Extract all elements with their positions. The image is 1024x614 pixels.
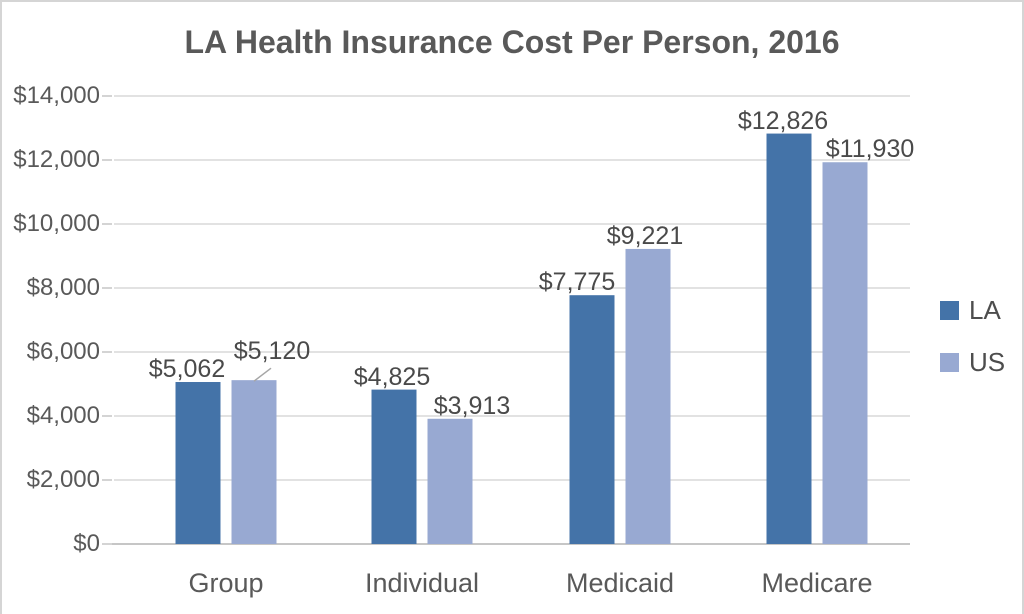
x-axis-label-group: Group (188, 568, 264, 598)
y-axis-label: $0 (73, 530, 100, 557)
data-label-la-individual: $4,825 (353, 362, 431, 391)
bar-us-medicaid (625, 248, 671, 545)
legend-label-us: US (969, 347, 1006, 377)
bar-us-medicare (822, 162, 868, 545)
x-axis-label-medicaid: Medicaid (565, 568, 675, 598)
bar-la-medicaid (569, 295, 615, 544)
y-axis-label: $4,000 (26, 402, 100, 429)
bar-la-group (175, 382, 221, 544)
legend-item-us: US (940, 347, 1006, 377)
y-axis-label: $12,000 (13, 146, 100, 173)
data-label-la-medicare: $12,826 (737, 106, 829, 135)
y-axis-label: $14,000 (13, 82, 100, 109)
y-axis-label: $2,000 (26, 466, 100, 493)
y-axis-label: $6,000 (26, 338, 100, 365)
legend-item-la: LA (940, 295, 1005, 325)
bar-la-individual (371, 389, 417, 544)
bar-la-medicare (766, 133, 812, 544)
legend: LA US (940, 295, 1006, 377)
x-axis-label-individual: Individual (364, 568, 480, 598)
x-axis-label-medicare: Medicare (761, 568, 873, 598)
data-label-us-medicare: $11,930 (825, 135, 915, 164)
data-label-us-individual: $3,913 (433, 391, 511, 420)
us-series-swatch-icon (940, 352, 959, 372)
chart-title: LA Health Insurance Cost Per Person, 201… (184, 24, 840, 60)
data-label-la-medicaid: $7,775 (538, 268, 616, 297)
data-label-us-group: $5,120 (233, 337, 311, 366)
bar-us-group (231, 380, 277, 544)
legend-label-la: LA (969, 295, 1001, 325)
data-label-us-medicaid: $9,221 (606, 221, 684, 250)
data-label-leader-line (253, 367, 272, 382)
data-label-la-group: $5,062 (148, 355, 226, 384)
y-axis-label: $10,000 (13, 210, 100, 237)
la-series-swatch-icon (940, 300, 959, 320)
bar-us-individual (427, 418, 473, 544)
y-axis-label: $8,000 (26, 274, 100, 301)
